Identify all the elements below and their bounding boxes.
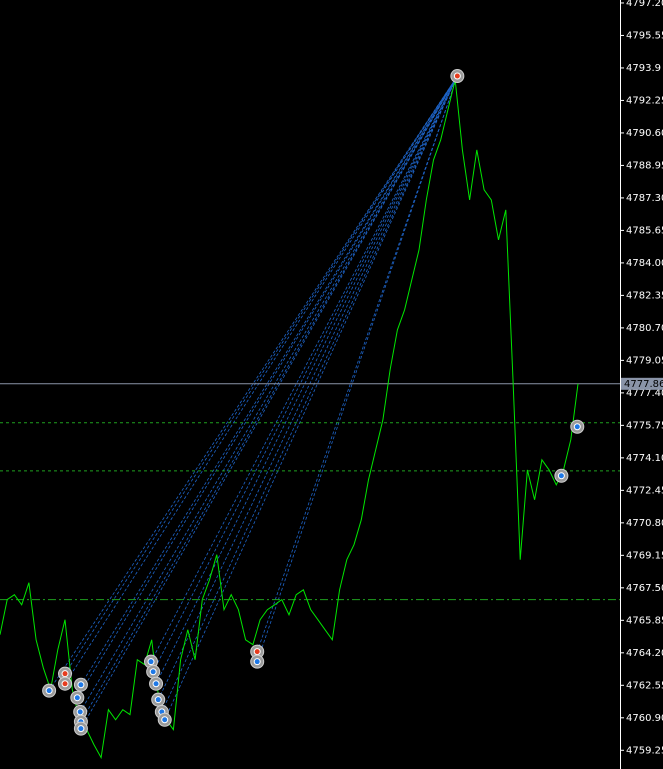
trade-link: [157, 75, 458, 700]
y-tick-label: 4777.40: [626, 388, 663, 399]
marker-dot: [253, 648, 261, 656]
y-tick-label: 4760.90: [626, 713, 663, 724]
trade-marker: [58, 676, 73, 691]
marker-dot: [453, 72, 461, 80]
y-tick-label: 4787.30: [626, 193, 663, 204]
trade-marker: [157, 712, 172, 727]
trade-marker: [42, 683, 57, 698]
y-tick-label: 4795.55: [626, 30, 663, 41]
trade-link: [76, 75, 458, 698]
marker-dot: [73, 694, 81, 702]
trade-marker: [146, 664, 161, 679]
y-tick-label: 4762.55: [626, 680, 663, 691]
y-tick-label: 4790.60: [626, 128, 663, 139]
trade-marker: [570, 419, 585, 434]
trade-marker: [450, 69, 465, 84]
trade-link: [256, 75, 458, 652]
y-tick-label: 4759.25: [626, 745, 663, 756]
trade-marker: [73, 677, 88, 692]
trade-link: [79, 75, 458, 713]
y-tick-label: 4793.9: [626, 63, 661, 74]
trade-marker: [149, 676, 164, 691]
trade-link: [150, 75, 458, 662]
marker-dot: [76, 708, 84, 716]
trade-marker: [70, 690, 85, 705]
trade-marker: [73, 704, 88, 719]
marker-dot: [154, 696, 162, 704]
y-tick-label: 4769.15: [626, 550, 663, 561]
y-tick-label: 4764.20: [626, 648, 663, 659]
marker-dot: [149, 668, 157, 676]
y-tick-label: 4774.10: [626, 453, 663, 464]
trade-links: [48, 75, 458, 729]
trade-link: [161, 75, 458, 713]
trade-marker: [151, 692, 166, 707]
y-tick-label: 4775.75: [626, 420, 663, 431]
y-tick-label: 4784.00: [626, 258, 663, 269]
trade-link: [48, 75, 458, 691]
marker-dot: [152, 680, 160, 688]
current-price-box: [621, 377, 663, 390]
y-tick-label: 4792.25: [626, 95, 663, 106]
y-tick-label: 4767.50: [626, 583, 663, 594]
marker-dot: [147, 658, 155, 666]
trade-link: [64, 75, 458, 684]
trade-link: [164, 75, 458, 720]
trade-marker: [554, 468, 569, 483]
y-tick-label: 4770.80: [626, 518, 663, 529]
marker-dot: [77, 681, 85, 689]
trade-marker: [250, 654, 265, 669]
y-tick-label: 4788.95: [626, 160, 663, 171]
y-tick-label: 4782.35: [626, 290, 663, 301]
trade-link: [155, 75, 458, 684]
y-tick-label: 4785.65: [626, 225, 663, 236]
marker-dot: [253, 658, 261, 666]
y-tick-label: 4780.70: [626, 323, 663, 334]
y-tick-label: 4797.20: [626, 0, 663, 9]
trade-link: [152, 75, 458, 672]
trade-link: [80, 75, 458, 729]
trade-link: [80, 75, 458, 685]
marker-dot: [573, 423, 581, 431]
marker-dot: [77, 725, 85, 733]
y-tick-label: 4765.85: [626, 615, 663, 626]
y-tick-label: 4779.05: [626, 355, 663, 366]
trade-link: [64, 75, 458, 674]
current-price-label: 4777.86: [624, 379, 663, 390]
marker-dot: [61, 680, 69, 688]
marker-dot: [61, 670, 69, 678]
y-tick-label: 4772.45: [626, 485, 663, 496]
marker-dot: [45, 687, 53, 695]
trade-link: [80, 75, 458, 722]
trade-link: [256, 75, 458, 662]
trade-marker: [73, 721, 88, 736]
marker-dot: [557, 472, 565, 480]
price-line: [0, 79, 579, 760]
marker-dot: [161, 716, 169, 724]
